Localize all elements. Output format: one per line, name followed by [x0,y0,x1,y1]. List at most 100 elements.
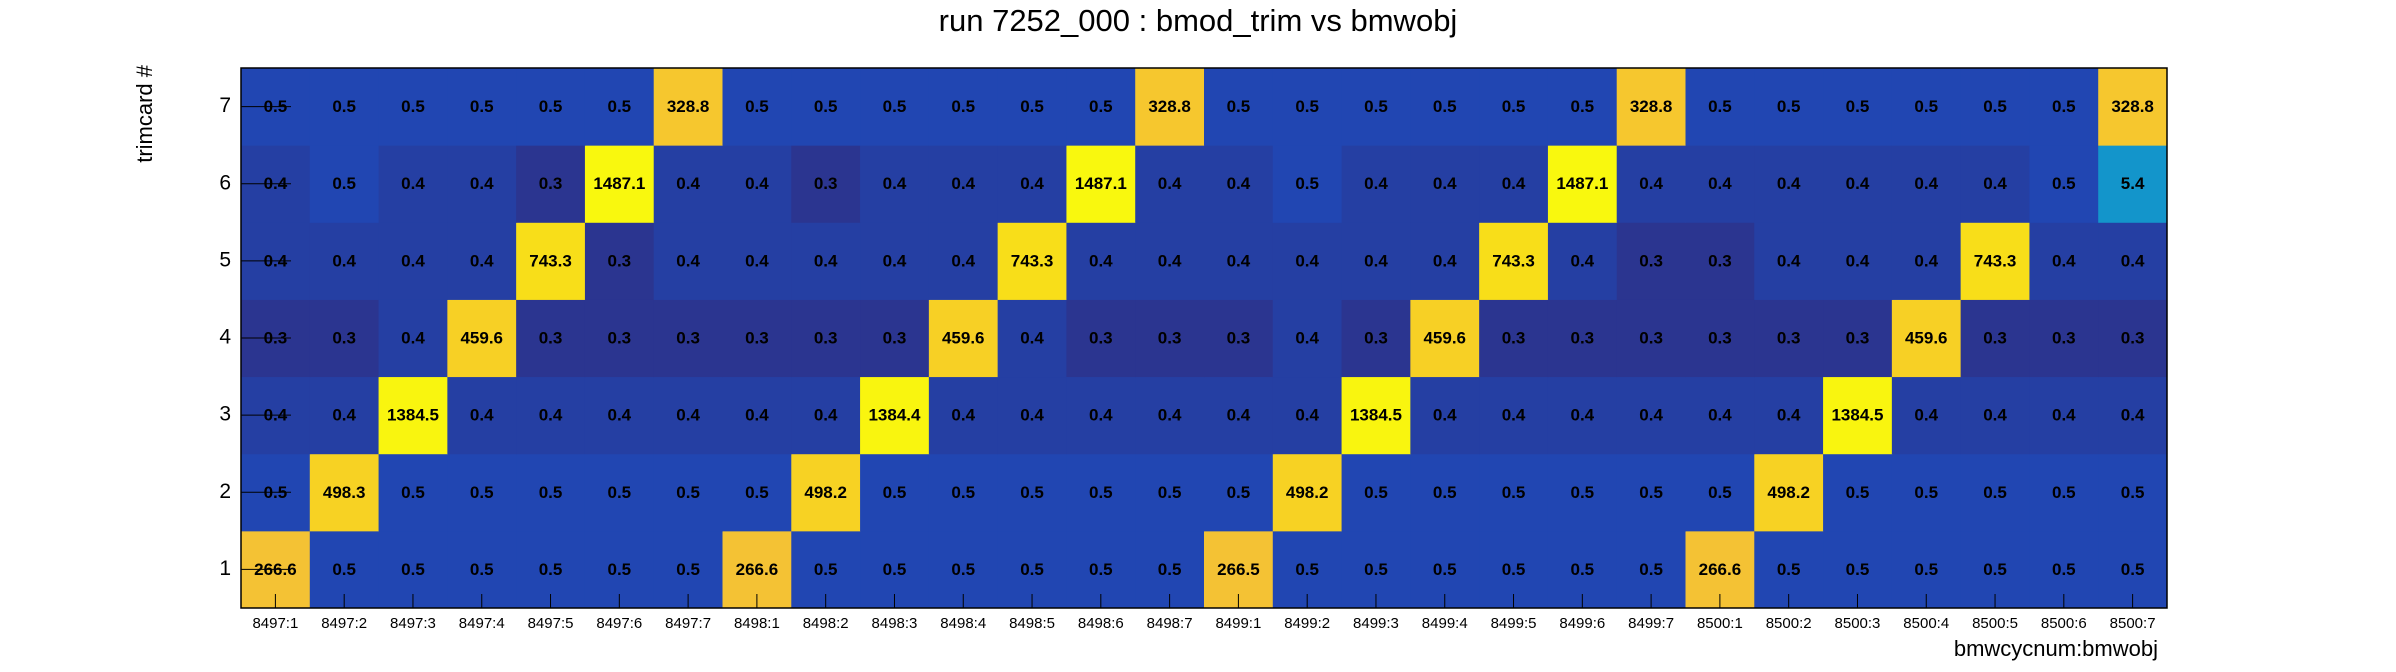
cell-label: 0.5 [745,97,769,116]
cell-label: 0.3 [883,328,907,347]
cell [653,68,723,146]
x-tick-label: 8500:3 [1835,615,1881,632]
cell-label: 5.4 [2121,174,2145,193]
x-tick-label: 8497:4 [459,615,505,632]
cell-label: 1487.1 [593,174,645,193]
x-tick-label: 8499:4 [1422,615,1468,632]
cell [860,299,930,378]
cell-label: 0.5 [745,483,769,502]
cell [791,299,861,378]
x-tick-label: 8498:1 [734,615,780,632]
cell [1547,68,1618,146]
cell-label: 0.4 [676,251,700,270]
cell-label: 1487.1 [1075,174,1127,193]
cell-label: 459.6 [460,328,503,347]
cell-label: 0.4 [2052,251,2076,270]
cell [1066,222,1136,300]
cell-label: 0.5 [2052,97,2076,116]
cell [1616,453,1686,532]
cell [2098,222,2168,300]
y-tick-label: 4 [219,326,231,349]
cell-label: 0.5 [1364,560,1388,579]
cell [860,222,930,300]
cell-label: 0.4 [951,406,975,425]
cell [1754,145,1824,223]
cell [791,145,861,223]
cell-label: 0.5 [951,97,975,116]
x-tick-label: 8500:6 [2041,615,2087,632]
cell-label: 0.4 [1020,174,1044,193]
cell-label: 0.4 [1983,174,2007,193]
cell-label: 0.4 [401,328,425,347]
cell-label: 0.4 [1020,328,1044,347]
cell-label: 0.4 [608,406,632,425]
cell [1754,222,1824,300]
cell [378,222,448,300]
cell [1066,376,1136,455]
x-tick-label: 8499:7 [1628,615,1674,632]
cell-label: 0.5 [1571,483,1595,502]
cell [1135,299,1205,378]
cell-label: 266.6 [736,560,779,579]
x-tick-label: 8497:3 [390,615,436,632]
cell [2029,299,2099,378]
cell [997,376,1067,455]
cell [447,299,517,378]
cell-label: 0.4 [676,406,700,425]
cell [1685,68,1755,146]
cell [1547,453,1618,532]
cell [997,453,1067,532]
cell [1754,68,1824,146]
cell-label: 0.5 [1914,483,1938,502]
cell-label: 0.4 [332,406,356,425]
cell-label: 0.4 [1158,251,1182,270]
cell [584,453,655,532]
cell [516,299,586,378]
cell-label: 0.5 [1708,483,1732,502]
cell-label: 0.4 [1983,406,2007,425]
cell-label: 0.4 [2121,406,2145,425]
cell-label: 0.3 [608,251,632,270]
cell [1479,376,1549,455]
cell [860,453,930,532]
cell-label: 266.6 [1699,560,1742,579]
cell [1479,68,1549,146]
cell-label: 0.3 [1571,328,1595,347]
cell-label: 0.4 [1364,251,1388,270]
cell [2098,299,2168,378]
cell [1341,222,1411,300]
cell [1547,145,1618,223]
cell-label: 0.5 [1295,174,1319,193]
cell-label: 0.5 [332,174,356,193]
cell [1135,453,1205,532]
cell-label: 0.5 [1089,483,1113,502]
x-tick-label: 8499:6 [1559,615,1605,632]
cell [516,376,586,455]
cell-label: 0.5 [1777,97,1801,116]
cell-label: 0.3 [1983,328,2007,347]
cell [997,299,1067,378]
cell [1135,376,1205,455]
cell-label: 0.5 [814,560,838,579]
cell-label: 0.4 [1089,406,1113,425]
cell-label: 743.3 [1492,251,1535,270]
x-tick-label: 8499:5 [1491,615,1537,632]
cell [1135,68,1205,146]
cell-label: 0.3 [1089,328,1113,347]
cell [1823,222,1893,300]
x-tick-label: 8498:2 [803,615,849,632]
x-tick-label: 8498:5 [1009,615,1055,632]
cell-label: 0.4 [1777,251,1801,270]
cell [516,145,586,223]
cell [309,68,380,146]
cell-label: 0.5 [1846,97,1870,116]
cell [378,145,448,223]
cell [1685,299,1755,378]
y-tick-label: 7 [219,94,231,117]
cell [1341,376,1411,455]
cell-label: 0.5 [1914,97,1938,116]
cell-label: 0.4 [470,174,494,193]
cell [447,68,517,146]
cell [791,453,861,532]
